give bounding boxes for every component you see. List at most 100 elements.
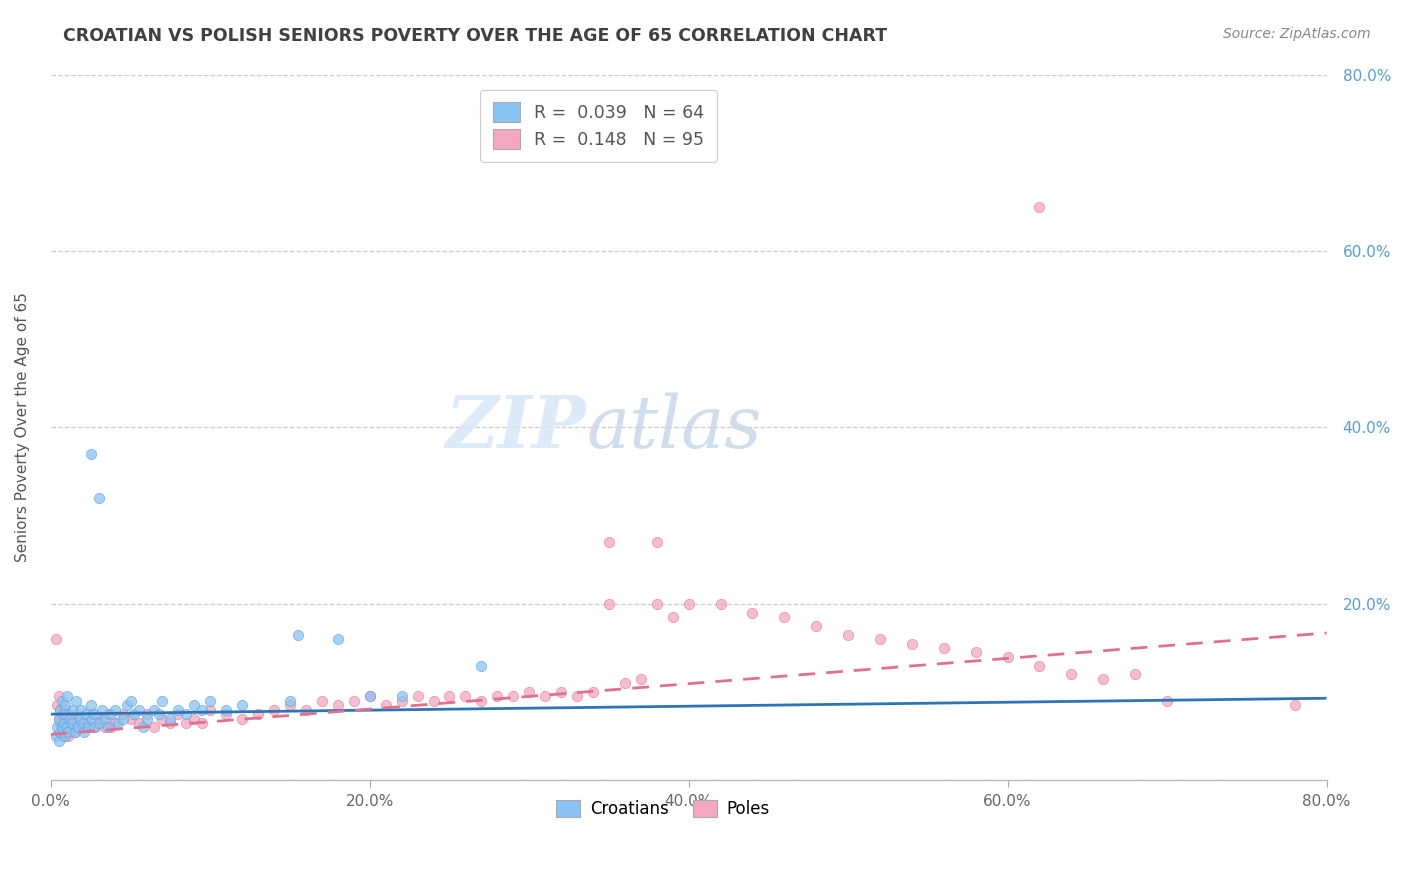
Point	[120, 712, 142, 726]
Point	[53, 729, 76, 743]
Point	[645, 535, 668, 549]
Point	[932, 640, 955, 655]
Text: CROATIAN VS POLISH SENIORS POVERTY OVER THE AGE OF 65 CORRELATION CHART: CROATIAN VS POLISH SENIORS POVERTY OVER …	[63, 27, 887, 45]
Point	[65, 707, 87, 722]
Point	[97, 707, 120, 722]
Point	[51, 707, 73, 722]
Point	[534, 690, 557, 704]
Point	[1092, 672, 1115, 686]
Point	[52, 729, 75, 743]
Point	[49, 724, 72, 739]
Point	[52, 712, 75, 726]
Point	[128, 703, 150, 717]
Point	[122, 707, 145, 722]
Point	[48, 690, 70, 704]
Point	[84, 707, 107, 722]
Point	[391, 694, 413, 708]
Text: Source: ZipAtlas.com: Source: ZipAtlas.com	[1223, 27, 1371, 41]
Text: atlas: atlas	[586, 392, 762, 463]
Point	[1060, 667, 1083, 681]
Point	[159, 712, 181, 726]
Point	[128, 715, 150, 730]
Point	[62, 703, 84, 717]
Point	[454, 690, 477, 704]
Point	[143, 703, 166, 717]
Point	[59, 712, 82, 726]
Point	[55, 690, 77, 704]
Point	[135, 707, 157, 722]
Point	[58, 724, 80, 739]
Point	[661, 610, 683, 624]
Point	[46, 720, 69, 734]
Point	[247, 707, 270, 722]
Point	[94, 720, 117, 734]
Point	[343, 694, 366, 708]
Point	[66, 720, 89, 734]
Point	[77, 720, 100, 734]
Point	[84, 720, 107, 734]
Point	[295, 703, 318, 717]
Point	[53, 724, 76, 739]
Point	[83, 720, 105, 734]
Point	[406, 690, 429, 704]
Point	[82, 712, 104, 726]
Point	[51, 694, 73, 708]
Point	[65, 694, 87, 708]
Point	[63, 724, 86, 739]
Point	[1156, 694, 1178, 708]
Point	[51, 720, 73, 734]
Point	[53, 698, 76, 713]
Point	[965, 645, 987, 659]
Point	[630, 672, 652, 686]
Point	[143, 720, 166, 734]
Point	[278, 694, 301, 708]
Point	[152, 694, 174, 708]
Point	[72, 720, 94, 734]
Point	[111, 707, 134, 722]
Point	[60, 715, 83, 730]
Point	[63, 724, 86, 739]
Point	[422, 694, 444, 708]
Point	[773, 610, 796, 624]
Point	[678, 597, 700, 611]
Point	[70, 703, 93, 717]
Point	[75, 712, 97, 726]
Point	[135, 712, 157, 726]
Point	[90, 703, 112, 717]
Point	[645, 597, 668, 611]
Point	[231, 698, 253, 713]
Point	[107, 715, 129, 730]
Point	[598, 535, 620, 549]
Point	[470, 694, 492, 708]
Point	[176, 707, 198, 722]
Point	[901, 636, 924, 650]
Point	[97, 720, 120, 734]
Point	[132, 720, 155, 734]
Point	[837, 628, 859, 642]
Point	[1028, 200, 1050, 214]
Point	[200, 703, 222, 717]
Point	[997, 649, 1019, 664]
Point	[191, 715, 214, 730]
Point	[45, 729, 67, 743]
Point	[200, 694, 222, 708]
Point	[374, 698, 396, 713]
Point	[439, 690, 461, 704]
Point	[94, 712, 117, 726]
Point	[806, 619, 828, 633]
Point	[550, 685, 572, 699]
Point	[582, 685, 605, 699]
Point	[613, 676, 636, 690]
Point	[391, 690, 413, 704]
Point	[183, 698, 205, 713]
Point	[48, 733, 70, 747]
Point	[62, 712, 84, 726]
Point	[502, 690, 524, 704]
Point	[90, 712, 112, 726]
Point	[176, 715, 198, 730]
Point	[80, 698, 103, 713]
Point	[100, 707, 122, 722]
Point	[598, 597, 620, 611]
Point	[73, 724, 96, 739]
Point	[117, 698, 139, 713]
